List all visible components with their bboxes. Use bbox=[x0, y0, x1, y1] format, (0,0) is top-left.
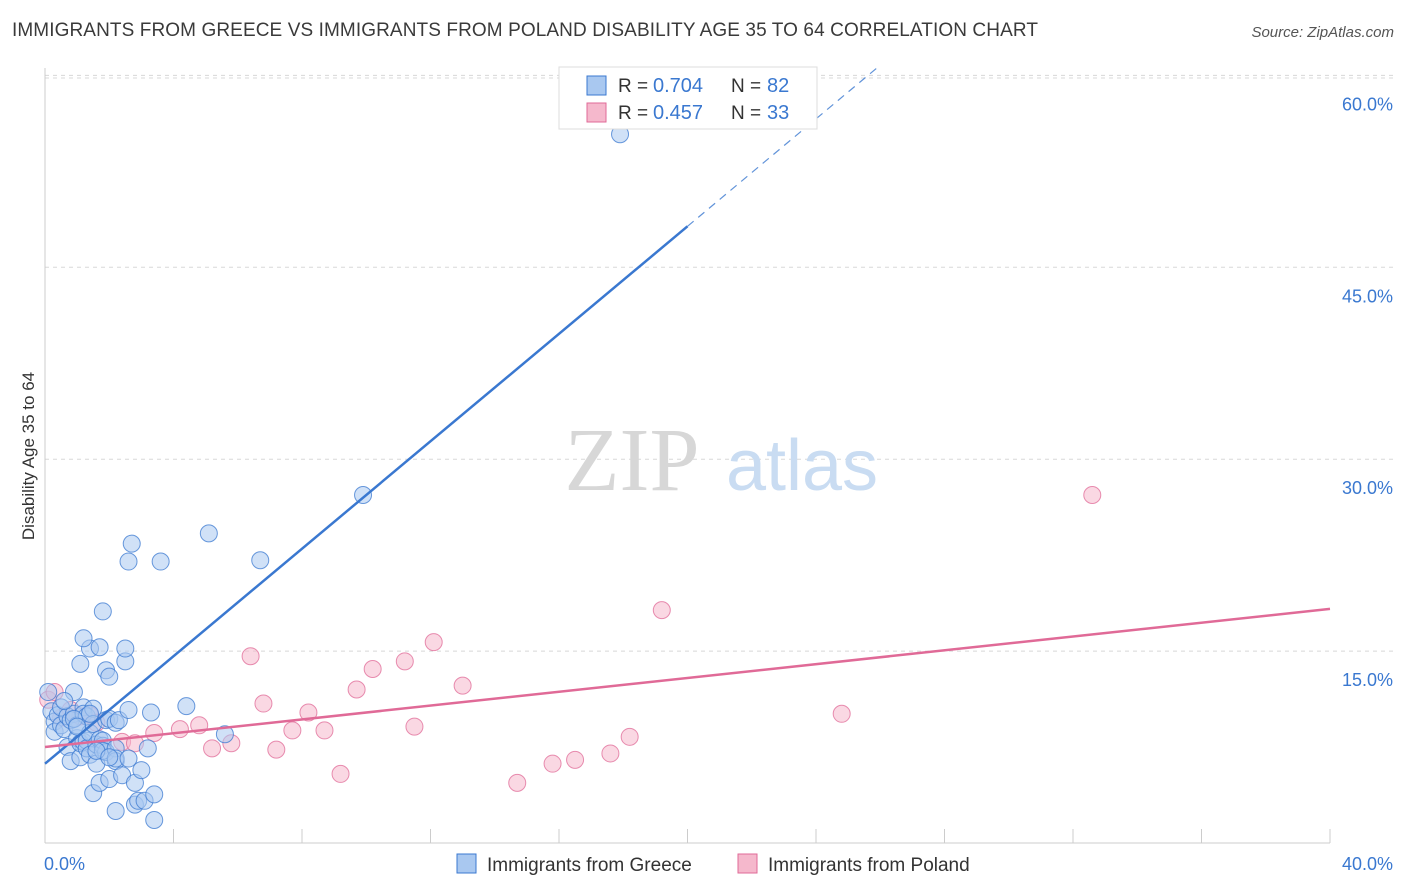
stats-n-value-poland: 33 bbox=[767, 102, 789, 124]
watermark-zip: ZIP bbox=[565, 411, 700, 510]
y-tick-label: 15.0% bbox=[1342, 670, 1393, 690]
stats-r-label-greece: R = bbox=[618, 76, 648, 97]
x-tick-label-min: 0.0% bbox=[44, 854, 85, 874]
data-point-poland bbox=[203, 739, 222, 758]
data-point-poland bbox=[170, 720, 189, 739]
data-point-greece bbox=[132, 761, 151, 780]
data-point-poland bbox=[543, 754, 562, 773]
data-point-greece bbox=[177, 697, 196, 716]
grid-layer bbox=[45, 74, 1395, 652]
data-point-poland bbox=[832, 704, 851, 723]
data-point-greece bbox=[68, 717, 87, 736]
data-point-greece bbox=[106, 802, 125, 821]
data-point-greece bbox=[55, 691, 74, 710]
data-point-greece bbox=[145, 810, 164, 829]
data-point-greece bbox=[151, 552, 170, 571]
data-point-greece bbox=[142, 703, 161, 722]
data-point-poland bbox=[315, 721, 334, 740]
data-point-poland bbox=[620, 727, 639, 746]
stats-swatch-poland bbox=[586, 102, 607, 123]
source-credit: Source: ZipAtlas.com bbox=[1251, 24, 1394, 41]
stats-box: R = 0.704 N = 82 R = 0.457 N = 33 bbox=[558, 66, 818, 130]
data-point-greece bbox=[100, 667, 119, 686]
data-point-poland bbox=[283, 721, 302, 740]
data-point-poland bbox=[508, 773, 527, 792]
stats-n-value-greece: 82 bbox=[767, 75, 789, 97]
data-point-greece bbox=[138, 739, 157, 758]
watermark: ZIP atlas bbox=[565, 411, 879, 510]
data-point-poland bbox=[331, 764, 350, 783]
stats-r-value-greece: 0.704 bbox=[653, 75, 703, 97]
legend: Immigrants from Greece Immigrants from P… bbox=[456, 853, 970, 876]
data-point-poland bbox=[347, 680, 366, 699]
legend-label-greece: Immigrants from Greece bbox=[487, 855, 692, 876]
y-tick-label: 60.0% bbox=[1342, 94, 1393, 114]
legend-swatch-poland bbox=[737, 853, 758, 874]
data-point-greece bbox=[116, 639, 135, 658]
data-point-greece bbox=[71, 654, 90, 673]
data-point-poland bbox=[267, 740, 286, 759]
data-point-greece bbox=[119, 700, 138, 719]
data-point-poland bbox=[601, 744, 620, 763]
chart-title: IMMIGRANTS FROM GREECE VS IMMIGRANTS FRO… bbox=[12, 20, 1039, 41]
data-point-greece bbox=[74, 629, 93, 648]
data-point-poland bbox=[424, 633, 443, 652]
data-point-poland bbox=[363, 660, 382, 679]
data-point-poland bbox=[566, 750, 585, 769]
legend-swatch-greece bbox=[456, 853, 477, 874]
trend-layer bbox=[44, 64, 1331, 765]
y-tick-label: 45.0% bbox=[1342, 286, 1393, 306]
y-tick-label: 30.0% bbox=[1342, 478, 1393, 498]
data-point-greece bbox=[100, 748, 119, 767]
data-point-greece bbox=[90, 638, 109, 657]
data-point-greece bbox=[215, 725, 234, 744]
data-point-greece bbox=[354, 486, 373, 505]
trend-line-greece bbox=[44, 225, 689, 765]
data-point-greece bbox=[122, 534, 141, 553]
data-point-greece bbox=[145, 785, 164, 804]
y-axis-label: Disability Age 35 to 64 bbox=[19, 372, 38, 540]
data-point-poland bbox=[453, 676, 472, 695]
data-point-poland bbox=[652, 601, 671, 620]
data-point-greece bbox=[251, 551, 270, 570]
data-point-poland bbox=[299, 703, 318, 722]
data-point-poland bbox=[405, 717, 424, 736]
data-point-greece bbox=[119, 749, 138, 768]
data-point-greece bbox=[199, 524, 218, 543]
data-point-poland bbox=[395, 652, 414, 671]
data-point-greece bbox=[119, 552, 138, 571]
watermark-atlas: atlas bbox=[726, 426, 878, 506]
data-point-greece bbox=[39, 683, 58, 702]
data-point-poland bbox=[254, 694, 273, 713]
trend-line-poland bbox=[44, 607, 1331, 749]
stats-r-value-poland: 0.457 bbox=[653, 102, 703, 124]
axis-layer: 15.0% 30.0% 45.0% 60.0% 0.0% 40.0% bbox=[44, 68, 1393, 874]
x-tick-label-max: 40.0% bbox=[1342, 854, 1393, 874]
stats-n-label-poland: N = bbox=[731, 103, 761, 124]
stats-n-label-greece: N = bbox=[731, 76, 761, 97]
data-point-poland bbox=[1083, 486, 1102, 505]
legend-label-poland: Immigrants from Poland bbox=[768, 855, 970, 876]
data-point-poland bbox=[241, 647, 260, 666]
stats-swatch-greece bbox=[586, 75, 607, 96]
stats-r-label-poland: R = bbox=[618, 103, 648, 124]
data-point-poland bbox=[145, 723, 164, 742]
data-point-greece bbox=[93, 602, 112, 621]
data-point-greece bbox=[80, 704, 99, 723]
